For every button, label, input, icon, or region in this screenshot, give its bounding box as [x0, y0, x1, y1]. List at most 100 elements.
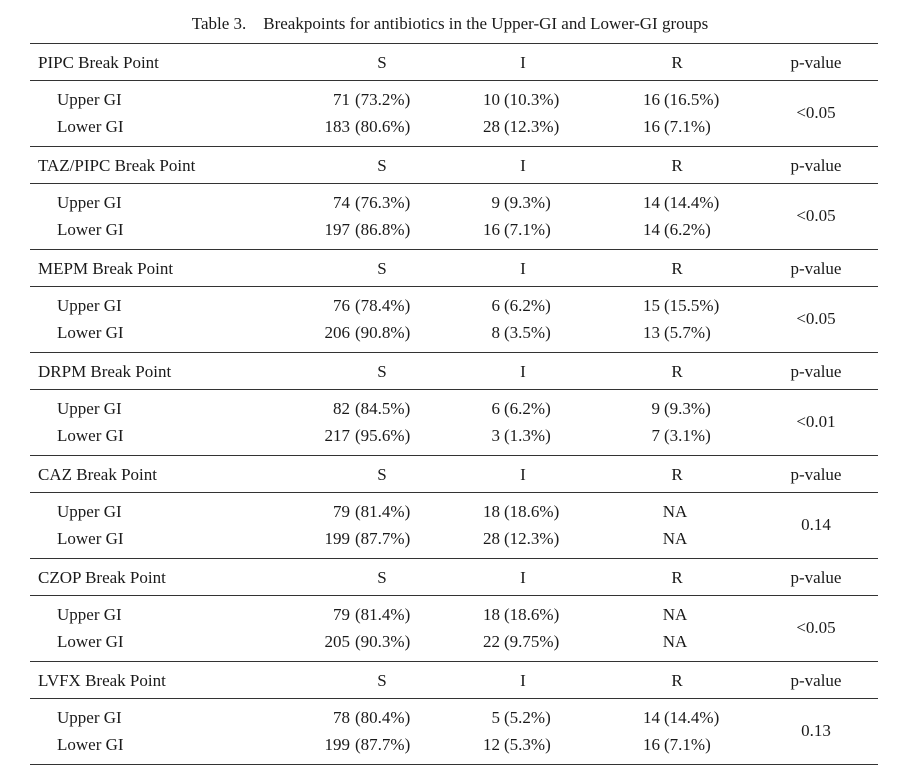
col-header-p-value: p-value	[790, 568, 842, 587]
cell-i-percent: (6.2%)	[504, 399, 551, 418]
cell-i-count: 16	[483, 220, 500, 239]
cell-i-percent: (10.3%)	[504, 90, 560, 109]
cell-i-percent: (7.1%)	[504, 220, 551, 239]
cell-i-percent: (9.3%)	[504, 193, 551, 212]
group-body: Upper GI 79 (81.4%) 18 (18.6%) NA Lower GI 205(…	[30, 596, 878, 662]
cell-r-count: 16	[643, 735, 660, 754]
cell-i-count: 5	[491, 708, 501, 727]
cell-i-count: 9	[491, 193, 501, 212]
row-label: Lower GI	[57, 735, 124, 754]
col-header-r: R	[671, 465, 683, 484]
cell-i-percent: (9.75%)	[504, 632, 560, 651]
cell-r-percent: (7.1%)	[664, 735, 711, 754]
cell-i-count: 28	[483, 117, 500, 136]
cell-r-na: NA	[662, 529, 688, 548]
cell-r-count: 7	[651, 426, 661, 445]
cell-i-count: 6	[491, 399, 501, 418]
row-label: Upper GI	[57, 90, 122, 109]
row-label: Lower GI	[57, 117, 124, 136]
cell-s-count: 76	[333, 296, 350, 315]
cell-i-count: 28	[483, 529, 500, 548]
cell-r-count: 14	[643, 193, 660, 212]
cell-s-percent: (80.4%)	[355, 708, 411, 727]
cell-i-count: 6	[491, 296, 501, 315]
cell-s-count: 183	[324, 117, 351, 136]
col-header-s: S	[377, 53, 387, 72]
col-header-r: R	[671, 362, 683, 381]
cell-r-percent: (14.4%)	[664, 708, 720, 727]
col-header-r: R	[671, 53, 683, 72]
cell-s-percent: (73.2%)	[355, 90, 411, 109]
col-header-i: I	[520, 671, 526, 690]
cell-i-percent: (12.3%)	[504, 529, 560, 548]
cell-i-percent: (18.6%)	[504, 605, 560, 624]
group-body: Upper GI 71 (73.2%) 10 (10.3%) 16 (16.5%) Lower…	[30, 81, 878, 147]
cell-i-count: 8	[491, 323, 501, 342]
cell-i-percent: (18.6%)	[504, 502, 560, 521]
p-value: <0.05	[796, 618, 836, 637]
cell-s-count: 205	[324, 632, 351, 651]
col-header-i: I	[520, 53, 526, 72]
cell-i-percent: (1.3%)	[504, 426, 551, 445]
cell-s-percent: (95.6%)	[355, 426, 411, 445]
cell-s-count: 74	[333, 193, 350, 212]
col-header-s: S	[377, 568, 387, 587]
cell-s-percent: (87.7%)	[355, 529, 411, 548]
cell-r-percent: (16.5%)	[664, 90, 720, 109]
row-label: Upper GI	[57, 708, 122, 727]
cell-s-count: 78	[333, 708, 350, 727]
cell-s-count: 199	[324, 529, 351, 548]
row-label: Lower GI	[57, 220, 124, 239]
row-label: Lower GI	[57, 529, 124, 548]
cell-r-count: 14	[643, 708, 660, 727]
group-body: Upper GI 76 (78.4%) 6 (6.2%) 15 (15.5%) Lower G…	[30, 287, 878, 353]
cell-s-count: 197	[324, 220, 351, 239]
cell-i-count: 10	[483, 90, 500, 109]
cell-s-percent: (81.4%)	[355, 502, 411, 521]
cell-s-percent: (86.8%)	[355, 220, 411, 239]
group-body: Upper GI 82 (84.5%) 6 (6.2%) 9 (9.3%) Lower GI 2…	[30, 390, 878, 456]
cell-s-percent: (90.8%)	[355, 323, 411, 342]
col-header-i: I	[520, 465, 526, 484]
cell-r-count: 16	[643, 117, 660, 136]
cell-i-percent: (3.5%)	[504, 323, 551, 342]
cell-s-count: 217	[324, 426, 351, 445]
cell-i-count: 22	[483, 632, 500, 651]
group-label: LVFX Break Point	[38, 671, 166, 690]
cell-r-na: NA	[662, 605, 688, 624]
cell-r-count: 9	[651, 399, 661, 418]
cell-i-count: 18	[483, 605, 500, 624]
cell-r-na: NA	[662, 502, 688, 521]
row-label: Upper GI	[57, 296, 122, 315]
group-body: Upper GI 79 (81.4%) 18 (18.6%) NA Lower GI 199(…	[30, 493, 878, 559]
col-header-i: I	[520, 156, 526, 175]
row-label: Lower GI	[57, 632, 124, 651]
col-header-p-value: p-value	[790, 671, 842, 690]
group-label: CZOP Break Point	[38, 568, 166, 587]
cell-i-count: 12	[483, 735, 500, 754]
cell-i-count: 18	[483, 502, 500, 521]
group-label: CAZ Break Point	[38, 465, 157, 484]
cell-s-count: 82	[333, 399, 350, 418]
cell-s-count: 206	[324, 323, 351, 342]
group-body: Upper GI 74 (76.3%) 9 (9.3%) 14 (14.4%) Lower G…	[30, 184, 878, 250]
cell-r-percent: (7.1%)	[664, 117, 711, 136]
row-label: Lower GI	[57, 323, 124, 342]
cell-r-count: 15	[643, 296, 660, 315]
col-header-p-value: p-value	[790, 53, 842, 72]
col-header-p-value: p-value	[790, 259, 842, 278]
p-value: <0.05	[796, 103, 836, 122]
row-label: Upper GI	[57, 605, 122, 624]
col-header-r: R	[671, 156, 683, 175]
cell-i-percent: (5.2%)	[504, 708, 551, 727]
col-header-r: R	[671, 671, 683, 690]
cell-i-count: 3	[491, 426, 501, 445]
cell-r-percent: (14.4%)	[664, 193, 720, 212]
